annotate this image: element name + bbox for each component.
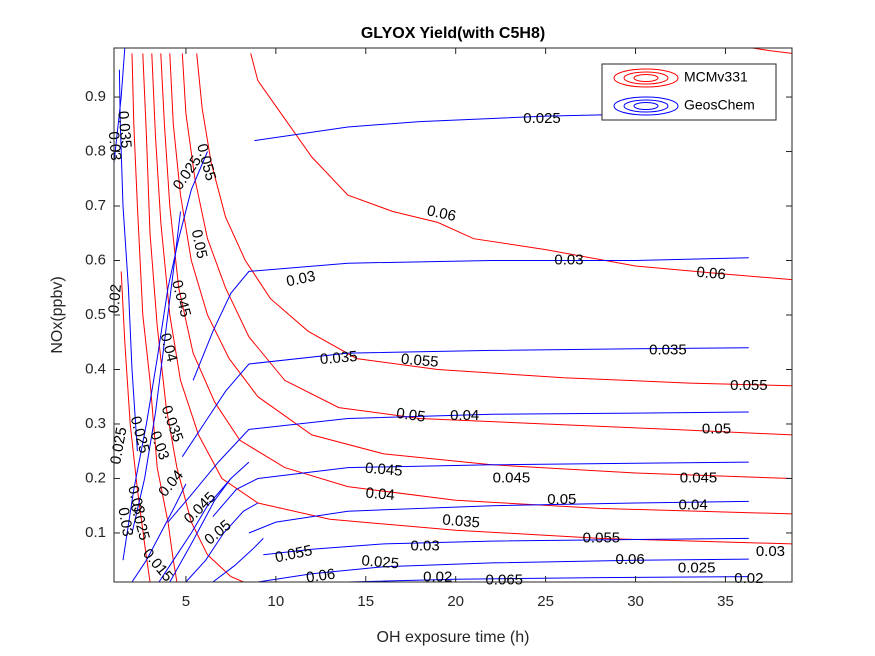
contour-line-geoschem-4 <box>114 48 126 163</box>
y-tick-label: 0.6 <box>85 251 106 268</box>
x-tick-label: 15 <box>357 593 374 610</box>
y-tick-label: 0.2 <box>85 469 106 486</box>
contour-line-mcmv331-5 <box>169 53 792 479</box>
contour-label-7: 0.035 <box>649 341 687 358</box>
contour-label-28: 0.065 <box>485 571 523 588</box>
contour-label-27: 0.02 <box>423 569 452 586</box>
contour-label-30: 0.035 <box>114 110 134 149</box>
contour-line-mcmv331-0 <box>120 271 151 582</box>
y-tick-label: 0.4 <box>85 360 106 377</box>
contour-line-mcmv331-1 <box>131 53 178 582</box>
contour-line-mcmv331-6 <box>181 53 792 436</box>
contour-label-1: 0.06 <box>425 202 457 225</box>
contour-line-geoschem-5 <box>212 538 264 582</box>
contour-line-mcmv331-4 <box>160 53 792 515</box>
legend-entry-mcmv331: MCMv331 <box>613 68 748 88</box>
x-tick-label: 10 <box>268 593 285 610</box>
contour-label-10: 0.04 <box>450 407 479 424</box>
legend-contour-icon <box>613 68 679 88</box>
contour-label-6: 0.055 <box>400 351 439 371</box>
contour-line-mcmv331-2 <box>142 53 244 582</box>
contour-label-44: 0.03 <box>114 506 136 538</box>
legend-contour-icon <box>623 71 669 85</box>
contour-line-geoschem-13 <box>212 461 749 517</box>
contour-line-geoschem-16 <box>257 558 749 582</box>
x-tick-label: 25 <box>537 593 554 610</box>
contour-line-geoschem-10 <box>192 257 749 381</box>
contour-line-geoschem-7 <box>169 478 232 582</box>
x-tick-label: 35 <box>717 593 734 610</box>
y-tick-label: 0.3 <box>85 415 106 432</box>
contour-label-15: 0.04 <box>365 485 396 504</box>
contour-line-geoschem-15 <box>263 537 749 556</box>
contour-line-mcmv331-3 <box>151 53 792 545</box>
contour-label-26: 0.06 <box>305 566 336 587</box>
contour-label-16: 0.05 <box>547 491 576 508</box>
contour-label-42: 0.03 <box>124 484 148 517</box>
contour-line-geoschem-0 <box>131 483 187 582</box>
contour-line-mcmv331-7 <box>196 53 792 387</box>
contour-label-18: 0.035 <box>442 511 481 531</box>
legend: MCMv331 GeosChem <box>601 63 777 121</box>
contour-label-36: 0.04 <box>157 331 181 364</box>
contour-line-geoschem-6 <box>131 211 181 534</box>
contour-label-19: 0.055 <box>583 529 621 546</box>
legend-contour-icon <box>633 102 659 110</box>
legend-contour-icon <box>633 74 659 82</box>
contour-label-0: 0.025 <box>523 110 561 127</box>
contour-label-37: 0.02 <box>105 283 124 314</box>
contour-label-24: 0.06 <box>616 551 645 568</box>
x-tick-label: 5 <box>182 593 190 610</box>
axes <box>113 47 793 583</box>
contour-label-17: 0.04 <box>678 497 707 514</box>
contour-line-geoschem-12 <box>167 411 749 523</box>
contour-label-20: 0.03 <box>411 538 440 555</box>
contour-label-12: 0.045 <box>364 460 403 480</box>
contour-label-25: 0.025 <box>678 559 716 576</box>
contour-label-23: 0.025 <box>361 552 400 572</box>
contour-line-geoschem-2 <box>158 461 250 582</box>
legend-contour-icon <box>613 96 679 116</box>
contour-label-3: 0.03 <box>554 251 583 268</box>
legend-contour-icon <box>623 99 669 113</box>
contour-line-mcmv331-8 <box>250 53 792 281</box>
y-tick-label: 0.7 <box>85 197 106 214</box>
contour-label-4: 0.06 <box>696 264 727 283</box>
contour-label-14: 0.045 <box>680 469 718 486</box>
legend-entry-geoschem: GeosChem <box>613 96 755 116</box>
contour-label-9: 0.05 <box>395 405 426 426</box>
contour-line-mcmv331-9 <box>752 48 792 54</box>
contour-label-5: 0.035 <box>319 348 358 368</box>
tick-labels: 5 10 15 20 25 30 35 0.1 0.2 0.3 0.4 0.5 0.6 0.7 0.8 0.9 <box>85 88 734 610</box>
y-tick-label: 0.1 <box>85 524 106 541</box>
contour-line-geoschem-11 <box>181 347 749 457</box>
chart-title: GLYOX Yield(with C5H8) <box>361 25 545 42</box>
contour-line-geoschem-17 <box>347 576 749 582</box>
contour-label-8: 0.055 <box>730 377 768 394</box>
y-tick-label: 0.5 <box>85 306 106 323</box>
legend-label: GeosChem <box>684 97 755 113</box>
y-tick-label: 0.9 <box>85 88 106 105</box>
x-tick-label: 30 <box>627 593 644 610</box>
contour-line-geoschem-1 <box>118 69 138 452</box>
contour-label-34: 0.05 <box>188 228 211 260</box>
y-axis-label: NOx(ppbv) <box>49 276 66 353</box>
legend-label: MCMv331 <box>684 69 748 85</box>
contour-label-2: 0.03 <box>285 268 317 291</box>
contour-label-11: 0.05 <box>702 420 731 437</box>
x-tick-label: 20 <box>447 593 464 610</box>
contour-label-29: 0.02 <box>734 570 763 587</box>
x-axis-label: OH exposure time (h) <box>377 629 530 646</box>
contour-label-31: 0.03 <box>105 131 124 162</box>
contour-label-13: 0.045 <box>493 469 531 486</box>
contour-label-21: 0.03 <box>756 543 785 560</box>
contour-line-geoschem-8 <box>122 151 208 561</box>
contour-line-geoschem-3 <box>185 502 259 582</box>
y-tick-label: 0.8 <box>85 142 106 159</box>
contour-line-geoschem-14 <box>248 500 749 534</box>
contour-label-41: 0.025 <box>107 426 130 466</box>
